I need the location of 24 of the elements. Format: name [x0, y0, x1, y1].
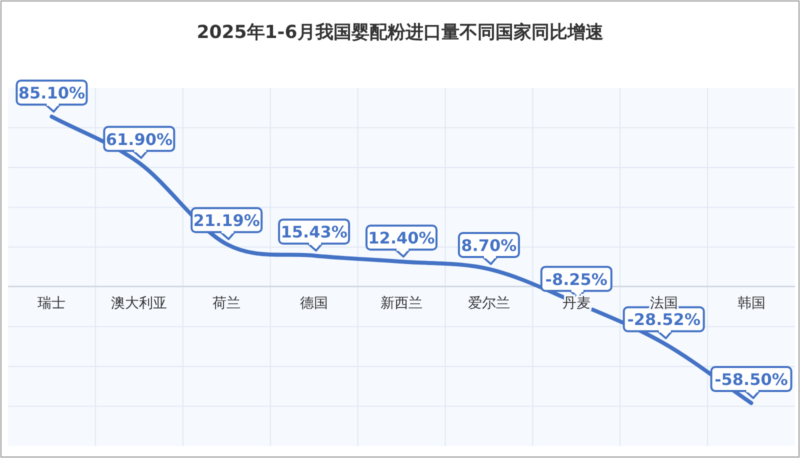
x-tick-label: 爱尔兰 — [468, 295, 510, 312]
x-tick-label: 德国 — [300, 295, 328, 312]
data-label: 61.90% — [106, 130, 172, 149]
x-tick-label: 荷兰 — [212, 295, 241, 312]
x-tick-label: 瑞士 — [38, 295, 66, 312]
data-label: -58.50% — [714, 370, 788, 390]
chart-title: 2025年1-6月我国婴配粉进口量不同国家同比增速 — [196, 22, 604, 43]
callout-data-label: 15.43% — [278, 218, 350, 252]
callout-data-label: 8.70% — [458, 232, 520, 266]
callout-data-label: 12.40% — [366, 224, 438, 258]
x-tick-label: 新西兰 — [380, 295, 422, 312]
data-label: -8.25% — [545, 270, 608, 289]
data-label: -28.52% — [627, 310, 700, 330]
callout-data-label: 85.10% — [16, 80, 88, 113]
x-tick-label: 韩国 — [737, 295, 766, 312]
data-label: 15.43% — [280, 222, 348, 242]
callout-data-label: 61.90% — [103, 126, 176, 159]
callout-data-label: 21.19% — [190, 207, 263, 240]
data-label: 12.40% — [368, 228, 435, 248]
data-label: 8.70% — [461, 236, 517, 256]
callout-data-label: -58.50% — [710, 366, 792, 400]
x-tick-label: 澳大利亚 — [111, 295, 168, 312]
data-label: 21.19% — [193, 211, 260, 230]
data-label: 85.10% — [18, 84, 86, 103]
